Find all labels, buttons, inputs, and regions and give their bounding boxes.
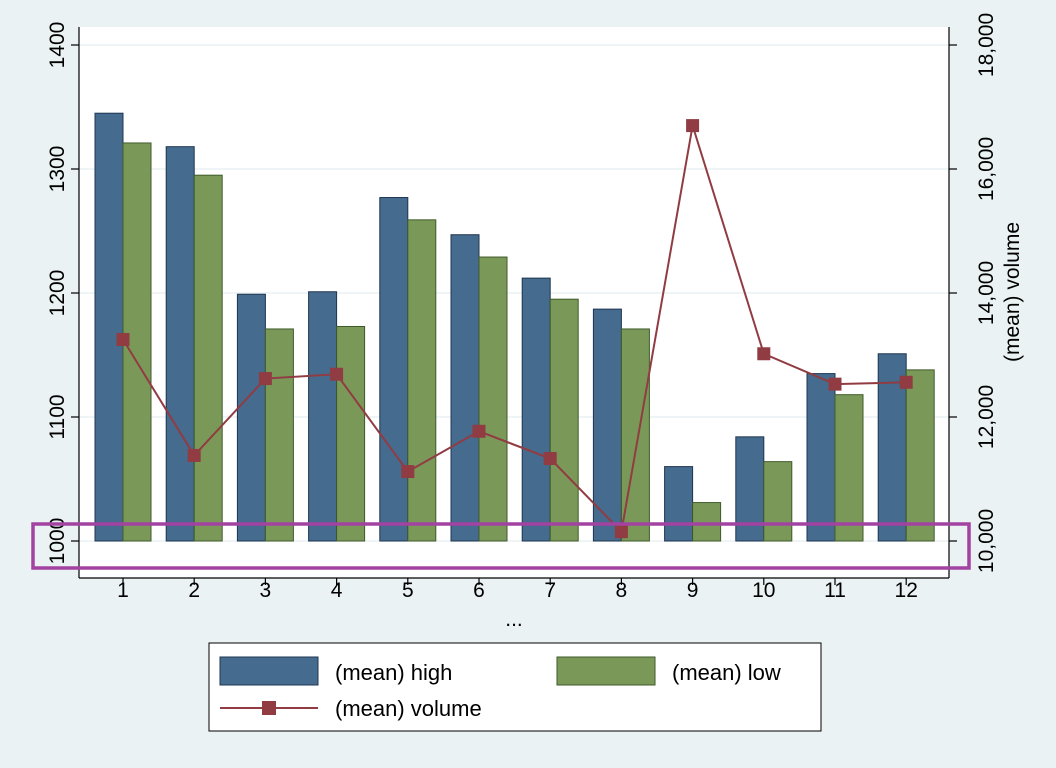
volume-marker [614, 525, 628, 539]
volume-marker [757, 347, 771, 361]
highlight-annotation [31, 522, 971, 570]
y-tick-label: 1100 [46, 394, 69, 439]
x-tick-label: 2 [188, 579, 200, 602]
y-tick-label: 1000 [46, 518, 69, 565]
bar-low [193, 174, 223, 542]
volume-marker [828, 377, 842, 391]
x-axis-title: ... [505, 608, 523, 631]
x-tick-label: 3 [260, 579, 272, 602]
axes: 1000110012001300140010,00012,00014,00016… [46, 13, 998, 602]
bar-high [521, 277, 551, 542]
bar-low [905, 369, 935, 542]
volume-marker [899, 375, 913, 389]
x-tick-label: 8 [616, 579, 628, 602]
volume-marker [543, 452, 557, 466]
x-tick-label: 10 [752, 579, 775, 602]
legend-swatch-low [556, 656, 656, 686]
y-tick-label: 1200 [46, 270, 69, 317]
bars [94, 112, 935, 542]
bar-low [692, 502, 722, 542]
bar-high [236, 293, 266, 542]
volume-marker [401, 465, 415, 479]
bar-high [664, 466, 694, 542]
bar-high [94, 112, 124, 542]
legend-box [208, 642, 822, 732]
y-tick-label: 1400 [46, 22, 69, 69]
bar-low [549, 298, 579, 542]
volume-marker [472, 424, 486, 438]
y2-axis-title: (mean) volume [1001, 222, 1024, 362]
highlight-box [31, 522, 971, 570]
x-tick-label: 5 [402, 579, 414, 602]
volume-marker [330, 367, 344, 381]
bar-low [264, 328, 294, 542]
y2-tick-label: 14,000 [975, 261, 998, 325]
plot-area [79, 27, 949, 578]
x-tick-label: 7 [544, 579, 556, 602]
volume-polyline [122, 125, 907, 534]
y2-tick-label: 16,000 [975, 137, 998, 201]
legend: (mean) high (mean) low (mean) volume [208, 642, 822, 732]
x-tick-label: 4 [331, 579, 343, 602]
bar-high [165, 146, 195, 542]
bar-high [308, 291, 338, 542]
volume-marker [187, 448, 201, 462]
bar-high [592, 308, 622, 542]
bar-low [336, 325, 366, 542]
bar-low [834, 394, 864, 542]
gridlines [79, 44, 949, 542]
bar-low [407, 219, 437, 542]
volume-marker [116, 333, 130, 346]
x-tick-label: 9 [687, 579, 699, 602]
x-tick-label: 6 [473, 579, 485, 602]
volume-marker [258, 372, 272, 386]
bar-high [806, 373, 836, 542]
x-tick-label: 11 [824, 579, 846, 602]
y-tick-label: 1300 [46, 146, 69, 193]
y2-tick-label: 18,000 [975, 13, 998, 77]
legend-label-low: (mean) low [672, 660, 781, 685]
x-tick-label: 1 [117, 579, 129, 602]
bar-low [763, 461, 793, 542]
bar-high [379, 197, 409, 542]
bar-low [478, 256, 508, 542]
legend-label-volume: (mean) volume [335, 696, 482, 721]
y2-tick-label: 10,000 [975, 509, 998, 573]
x-tick-label: 12 [895, 579, 918, 602]
legend-label-high: (mean) high [335, 660, 452, 685]
legend-swatch-high [219, 656, 319, 686]
volume-marker [686, 119, 700, 133]
y2-tick-label: 12,000 [975, 385, 998, 449]
legend-marker-volume [262, 701, 276, 715]
bar-high [450, 234, 480, 542]
volume-line [116, 119, 913, 539]
